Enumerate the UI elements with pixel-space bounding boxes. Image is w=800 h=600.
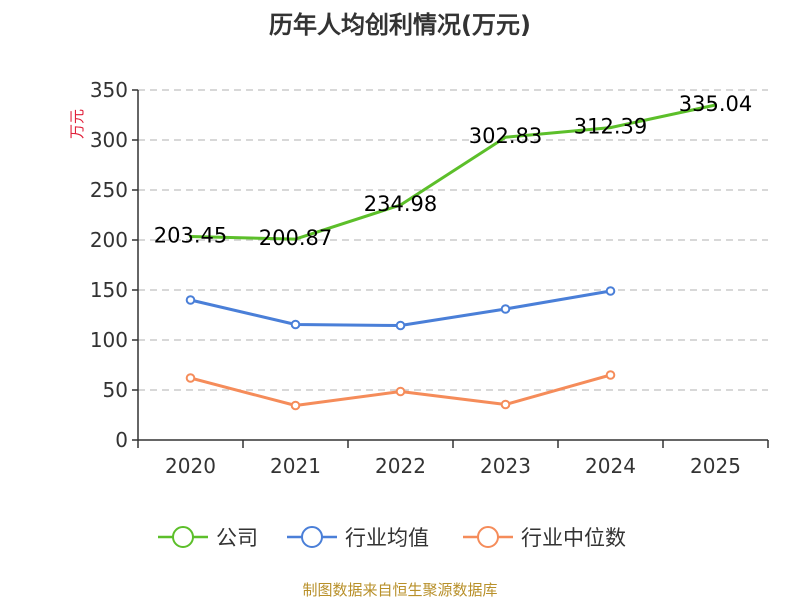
series-point [395,386,406,397]
data-label: 335.04 [679,92,752,116]
series [185,103,717,411]
data-label: 203.45 [154,224,227,248]
legend-label: 行业均值 [345,526,429,550]
series-point [185,295,196,305]
series-point [185,373,196,383]
series-point [395,320,406,331]
y-tick-label: 250 [90,178,128,202]
y-tick-label: 50 [103,378,128,402]
legend-label: 行业中位数 [521,526,626,550]
y-tick-label: 0 [115,428,128,452]
series-point [500,304,511,314]
series-point [500,399,511,410]
data-label: 200.87 [259,226,332,250]
grid-lines [138,89,768,391]
legend-marker [301,526,323,548]
chart-title: 历年人均创利情况(万元) [269,11,531,39]
x-tick-label: 2023 [480,454,531,478]
y-tick-label: 200 [90,228,128,252]
data-labels: 203.45 200.87 234.98 302.83 312.39 335.04 [154,92,752,250]
source-note: 制图数据来自恒生聚源数据库 [302,581,497,599]
data-label: 312.39 [574,115,647,139]
x-tick-label: 2024 [585,454,636,478]
data-label: 234.98 [364,192,437,216]
axes: 0 50 100 150 200 250 300 350 2020 2021 2022 2023 202… [90,78,769,478]
series-point [605,286,616,296]
x-tick-label: 2022 [375,454,426,478]
x-tick-label: 2021 [270,454,321,478]
y-axis-unit-label: 万元 [68,109,86,139]
data-label: 302.83 [469,124,542,148]
series-line-行业均值 [189,289,612,327]
legend-label: 公司 [216,526,258,550]
x-tick-label: 2020 [165,454,216,478]
y-tick-label: 350 [90,78,128,102]
series-point [605,370,616,380]
x-tick-label: 2025 [690,454,741,478]
series-line-公司 [189,103,717,241]
legend: 公司 行业均值 行业中位数 [158,526,626,550]
y-tick-label: 100 [90,328,128,352]
y-tick-label: 300 [90,128,128,152]
y-tick-label: 150 [90,278,128,302]
legend-marker [172,526,194,548]
legend-marker [477,526,499,548]
series-point [290,319,301,330]
series-point [290,400,301,411]
